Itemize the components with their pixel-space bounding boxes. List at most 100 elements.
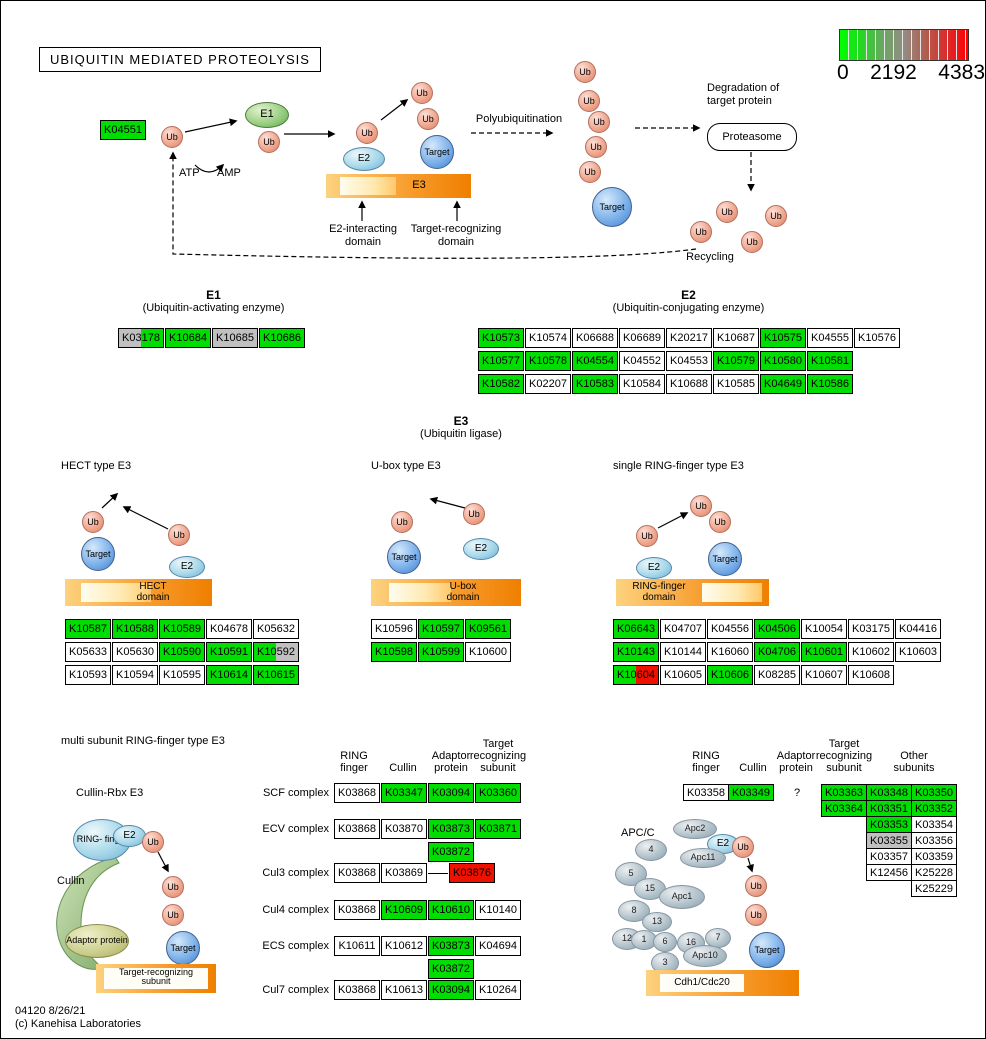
- ko-box-K10581[interactable]: K10581: [807, 351, 853, 371]
- ko-box-K03870[interactable]: K03870: [381, 819, 427, 839]
- ko-box-K03351[interactable]: K03351: [866, 800, 912, 817]
- ko-box-K03349[interactable]: K03349: [728, 784, 774, 801]
- ko-box-K10588[interactable]: K10588: [112, 619, 158, 639]
- ko-box-K03364[interactable]: K03364: [821, 800, 867, 817]
- ko-box-K10573[interactable]: K10573: [478, 328, 524, 348]
- ko-box-K04707[interactable]: K04707: [660, 619, 706, 639]
- ko-box-K10593[interactable]: K10593: [65, 665, 111, 685]
- ko-box-K10586[interactable]: K10586: [807, 374, 853, 394]
- ko-box-K04678[interactable]: K04678: [206, 619, 252, 639]
- ko-box-K25229[interactable]: K25229: [911, 880, 957, 897]
- ko-box-K04649[interactable]: K04649: [760, 374, 806, 394]
- ko-box-K10140[interactable]: K10140: [475, 900, 521, 920]
- ko-box-K03347[interactable]: K03347: [381, 783, 427, 803]
- ko-box-K10577[interactable]: K10577: [478, 351, 524, 371]
- ko-box-K03360[interactable]: K03360: [475, 783, 521, 803]
- ko-box-K03358[interactable]: K03358: [683, 784, 729, 801]
- ko-box-K04555[interactable]: K04555: [807, 328, 853, 348]
- ko-box-K03175[interactable]: K03175: [848, 619, 894, 639]
- ko-box-K10144[interactable]: K10144: [660, 642, 706, 662]
- ko-box-K10604[interactable]: K10604: [613, 665, 659, 685]
- ko-box-K03873[interactable]: K03873: [428, 819, 474, 839]
- ko-box-K02207[interactable]: K02207: [525, 374, 571, 394]
- ko-box-K03868[interactable]: K03868: [334, 900, 380, 920]
- ko-box-K06688[interactable]: K06688: [572, 328, 618, 348]
- ko-box-K10589[interactable]: K10589: [159, 619, 205, 639]
- ko-box-K10584[interactable]: K10584: [619, 374, 665, 394]
- proteasome-node[interactable]: Proteasome: [707, 123, 797, 151]
- ko-box-K03355[interactable]: K03355: [866, 832, 912, 849]
- ko-box-K10608[interactable]: K10608: [848, 665, 894, 685]
- ko-box-K03178[interactable]: K03178: [118, 328, 164, 348]
- ko-box-K03363[interactable]: K03363: [821, 784, 867, 801]
- ko-box-K03868[interactable]: K03868: [334, 819, 380, 839]
- ko-box-K16060[interactable]: K16060: [707, 642, 753, 662]
- ko-box-K04506[interactable]: K04506: [754, 619, 800, 639]
- ko-box-K10685[interactable]: K10685: [212, 328, 258, 348]
- ko-box-K10578[interactable]: K10578: [525, 351, 571, 371]
- ko-box-K10611[interactable]: K10611: [334, 936, 380, 956]
- ko-box-K03356[interactable]: K03356: [911, 832, 957, 849]
- ko-box-K10600[interactable]: K10600: [465, 642, 511, 662]
- ko-box-K10601[interactable]: K10601: [801, 642, 847, 662]
- ko-box-K03353[interactable]: K03353: [866, 816, 912, 833]
- ko-box-K25228[interactable]: K25228: [911, 864, 957, 881]
- ko-box-K06689[interactable]: K06689: [619, 328, 665, 348]
- ko-box-K10598[interactable]: K10598: [371, 642, 417, 662]
- ko-box-K10582[interactable]: K10582: [478, 374, 524, 394]
- ko-box-K05630[interactable]: K05630: [112, 642, 158, 662]
- ko-box-K04553[interactable]: K04553: [666, 351, 712, 371]
- ko-box-K03348[interactable]: K03348: [866, 784, 912, 801]
- ko-box-K03354[interactable]: K03354: [911, 816, 957, 833]
- ko-box-K10594[interactable]: K10594: [112, 665, 158, 685]
- ko-box-K10607[interactable]: K10607: [801, 665, 847, 685]
- ko-box-K05632[interactable]: K05632: [253, 619, 299, 639]
- ko-box-K09561[interactable]: K09561: [465, 619, 511, 639]
- ko-box-K03868[interactable]: K03868: [334, 863, 380, 883]
- ko-box-K10264[interactable]: K10264: [475, 980, 521, 1000]
- ko-box-K10599[interactable]: K10599: [418, 642, 464, 662]
- ko-box-K10143[interactable]: K10143: [613, 642, 659, 662]
- ko-box-K10054[interactable]: K10054: [801, 619, 847, 639]
- ko-box-K10688[interactable]: K10688: [666, 374, 712, 394]
- ko-box-K03869[interactable]: K03869: [381, 863, 427, 883]
- ko-box-K03352[interactable]: K03352: [911, 800, 957, 817]
- ko-box-K10605[interactable]: K10605: [660, 665, 706, 685]
- ko-box-K03871[interactable]: K03871: [475, 819, 521, 839]
- ko-box-K04556[interactable]: K04556: [707, 619, 753, 639]
- ko-box-K10614[interactable]: K10614: [206, 665, 252, 685]
- ko-box-K10615[interactable]: K10615: [253, 665, 299, 685]
- ko-box-K10576[interactable]: K10576: [854, 328, 900, 348]
- ko-box-K10587[interactable]: K10587: [65, 619, 111, 639]
- ko-box-K10686[interactable]: K10686: [259, 328, 305, 348]
- ko-box-K04552[interactable]: K04552: [619, 351, 665, 371]
- ko-box-K04706[interactable]: K04706: [754, 642, 800, 662]
- ko-box-K10583[interactable]: K10583: [572, 374, 618, 394]
- ko-box-K10591[interactable]: K10591: [206, 642, 252, 662]
- ko-box-K03868[interactable]: K03868: [334, 783, 380, 803]
- ko-box-K10596[interactable]: K10596: [371, 619, 417, 639]
- ko-box-K10592[interactable]: K10592: [253, 642, 299, 662]
- cdh1-cdc20-window[interactable]: [660, 974, 744, 992]
- ko-box-K03359[interactable]: K03359: [911, 848, 957, 865]
- ko-box-K10603[interactable]: K10603: [895, 642, 941, 662]
- ko-box-K04694[interactable]: K04694: [475, 936, 521, 956]
- ko-box-K03872[interactable]: K03872: [428, 842, 474, 862]
- ko-box-K03873[interactable]: K03873: [428, 936, 474, 956]
- ko-box-K04554[interactable]: K04554: [572, 351, 618, 371]
- ko-box-K03350[interactable]: K03350: [911, 784, 957, 801]
- ko-box-K10684[interactable]: K10684: [165, 328, 211, 348]
- ko-box-K03357[interactable]: K03357: [866, 848, 912, 865]
- ko-box-K03094[interactable]: K03094: [428, 783, 474, 803]
- ko-box-K10579[interactable]: K10579: [713, 351, 759, 371]
- ko-box-K03876[interactable]: K03876: [449, 863, 495, 883]
- ko-box-K10610[interactable]: K10610: [428, 900, 474, 920]
- ko-box-K10606[interactable]: K10606: [707, 665, 753, 685]
- ko-box-K10580[interactable]: K10580: [760, 351, 806, 371]
- ko-box-K10687[interactable]: K10687: [713, 328, 759, 348]
- ko-box-K10602[interactable]: K10602: [848, 642, 894, 662]
- ko-box-K10613[interactable]: K10613: [381, 980, 427, 1000]
- ko-box-K03872[interactable]: K03872: [428, 959, 474, 979]
- ko-box-K10597[interactable]: K10597: [418, 619, 464, 639]
- ko-box-K10590[interactable]: K10590: [159, 642, 205, 662]
